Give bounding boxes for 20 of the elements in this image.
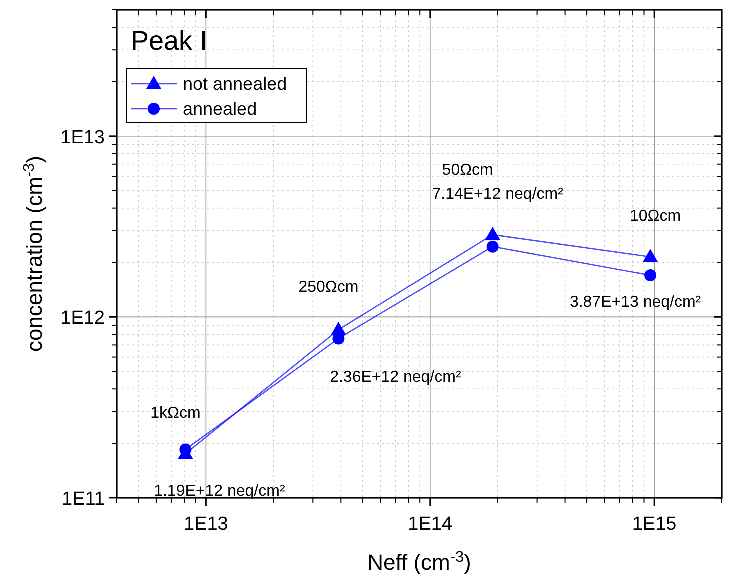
annotation: 10Ωcm	[630, 208, 682, 226]
x-axis-title: Neff (cm$^{-3}$)	[368, 548, 472, 575]
x-tick-label: 1E13	[184, 514, 228, 535]
x-tick-label: 1E14	[408, 514, 453, 535]
annotation: 1.19E+12 neq/cm²	[154, 483, 286, 500]
annotation: 2.36E+12 neq/cm²	[330, 368, 462, 386]
annotation: 1kΩcm	[150, 405, 201, 422]
point	[644, 270, 657, 282]
legend-label: not annealed	[183, 74, 288, 94]
annotation: 3.87E+13 neq/cm²	[570, 294, 702, 312]
legend-label: annealed	[183, 99, 258, 119]
point	[643, 249, 658, 262]
x-tick-label: 1E15	[632, 514, 677, 535]
y-tick-label: 1E11	[62, 489, 105, 510]
annotation: 50Ωcm	[442, 162, 494, 179]
y-tick-label: 1E13	[60, 127, 105, 148]
text: Peak I	[131, 26, 208, 56]
annotation: 250Ωcm	[298, 278, 359, 296]
y-tick-label: 1E12	[60, 308, 105, 330]
annotation: 7.14E+12 neq/cm²	[432, 186, 564, 203]
